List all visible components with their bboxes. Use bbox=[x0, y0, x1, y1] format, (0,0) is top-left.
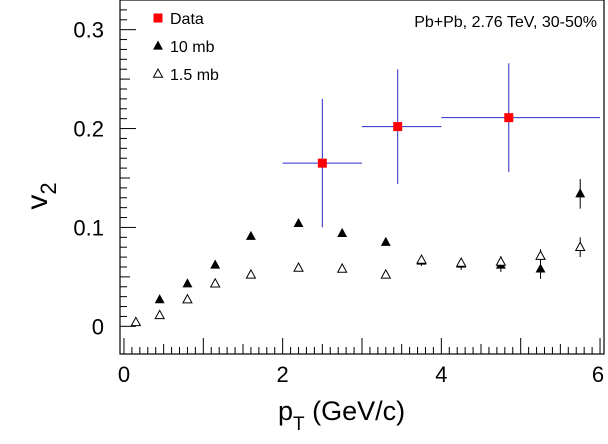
data-point bbox=[209, 277, 221, 288]
series-layer bbox=[130, 63, 601, 327]
data-point bbox=[455, 256, 467, 267]
y-axis-title: v2 bbox=[21, 182, 61, 209]
data-point bbox=[575, 188, 586, 198]
x-axis-title: pT (GeV/c) bbox=[278, 396, 405, 435]
y-tick-label: 0 bbox=[92, 314, 104, 339]
data-point bbox=[416, 254, 427, 264]
legend-marker bbox=[153, 13, 163, 23]
tick-labels: 0 2 4 6 0 0.1 0.2 0.3 bbox=[73, 18, 604, 387]
data-point bbox=[293, 261, 304, 272]
x-axis-title-main: p bbox=[278, 396, 293, 426]
x-tick-label: 6 bbox=[592, 362, 604, 387]
series-data bbox=[282, 63, 601, 228]
data-point bbox=[495, 255, 507, 266]
data-point bbox=[154, 309, 166, 320]
data-point bbox=[336, 262, 348, 273]
data-point bbox=[245, 268, 257, 279]
axis-ticks bbox=[120, 0, 601, 354]
data-point bbox=[182, 293, 193, 304]
x-tick-label: 2 bbox=[277, 362, 289, 387]
data-point bbox=[182, 278, 193, 288]
y-tick-label: 0.2 bbox=[73, 117, 104, 142]
y-axis-title-main: v bbox=[21, 195, 54, 210]
legend-marker bbox=[152, 67, 164, 78]
y-tick-label: 0.3 bbox=[73, 18, 104, 43]
data-point bbox=[393, 122, 403, 132]
data-point bbox=[380, 236, 391, 246]
x-tick-label: 4 bbox=[435, 362, 447, 387]
legend-label: 1.5 mb bbox=[170, 67, 219, 84]
data-point bbox=[380, 268, 392, 279]
legend-marker bbox=[153, 40, 163, 50]
x-axis-title-sub: T bbox=[293, 414, 305, 435]
legend-label: Data bbox=[170, 11, 204, 28]
data-point bbox=[337, 227, 348, 237]
series-1-5-mb bbox=[130, 237, 586, 327]
x-axis-title-unit: (GeV/c) bbox=[305, 396, 406, 426]
legend-label: 10 mb bbox=[170, 39, 215, 56]
chart-annotation: Pb+Pb, 2.76 TeV, 30-50% bbox=[414, 14, 597, 31]
data-point bbox=[574, 241, 586, 251]
data-point bbox=[317, 158, 327, 168]
data-point bbox=[245, 230, 256, 240]
y-tick-label: 0.1 bbox=[73, 215, 104, 240]
data-point bbox=[535, 263, 546, 273]
x-tick-label: 0 bbox=[118, 362, 130, 387]
data-point bbox=[210, 259, 221, 269]
data-point bbox=[293, 217, 304, 228]
data-point bbox=[535, 250, 546, 260]
y-axis-title-sub: 2 bbox=[36, 182, 61, 194]
data-point bbox=[154, 294, 165, 304]
series-10-mb bbox=[154, 178, 586, 304]
data-point bbox=[130, 316, 142, 327]
legend: Data 10 mb 1.5 mb bbox=[152, 11, 219, 84]
data-point bbox=[504, 113, 514, 123]
